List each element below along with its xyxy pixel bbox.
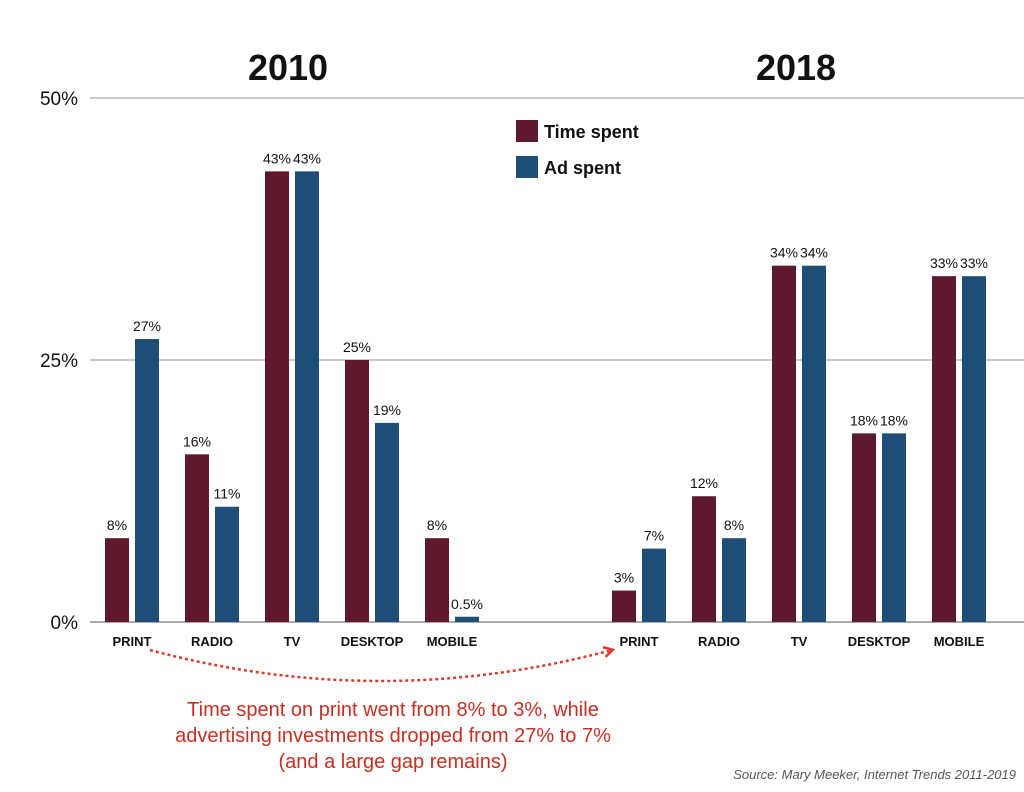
data-label: 18% — [850, 412, 878, 428]
data-label: 43% — [293, 150, 321, 166]
annotation-line-1: Time spent on print went from 8% to 3%, … — [187, 699, 599, 721]
data-label: 8% — [107, 517, 127, 533]
bar-2010-desktop-time-spent — [345, 360, 369, 622]
bar-2018-tv-time-spent — [772, 265, 796, 622]
legend-label: Time spent — [544, 122, 639, 142]
bar-2010-radio-ad-spent — [215, 506, 239, 622]
y-axis-ticks: 0% 25% 50% — [40, 89, 78, 634]
data-label: 7% — [644, 528, 664, 544]
category-label: RADIO — [698, 634, 740, 649]
category-label: DESKTOP — [848, 634, 911, 649]
data-label: 12% — [690, 475, 718, 491]
bars — [105, 171, 986, 623]
bar-2010-print-ad-spent — [135, 339, 159, 622]
data-label: 19% — [373, 402, 401, 418]
y-tick-label: 25% — [40, 351, 78, 372]
bar-2018-mobile-ad-spent — [962, 276, 986, 622]
bar-2018-mobile-time-spent — [932, 276, 956, 622]
data-label: 33% — [960, 255, 988, 271]
legend: Time spent Ad spent — [516, 120, 639, 178]
data-label: 0.5% — [451, 596, 483, 612]
bar-2010-radio-time-spent — [185, 454, 209, 622]
bar-2018-print-time-spent — [612, 590, 636, 622]
y-tick-label: 0% — [51, 613, 79, 634]
category-label: TV — [791, 634, 808, 649]
data-label: 3% — [614, 570, 634, 586]
category-label: DESKTOP — [341, 634, 404, 649]
bar-2010-mobile-ad-spent — [455, 616, 479, 622]
data-label: 25% — [343, 339, 371, 355]
category-label: MOBILE — [934, 634, 985, 649]
bar-2010-tv-time-spent — [265, 171, 289, 623]
data-label: 8% — [724, 517, 744, 533]
category-labels: PRINT RADIO TV DESKTOP MOBILE PRINT RADIO TV DES… — [113, 634, 985, 649]
data-label: 43% — [263, 150, 291, 166]
bar-2010-mobile-time-spent — [425, 538, 449, 622]
data-label: 8% — [427, 517, 447, 533]
data-label: 34% — [770, 245, 798, 261]
data-label: 16% — [183, 433, 211, 449]
bar-2010-tv-ad-spent — [295, 171, 319, 623]
data-label: 27% — [133, 318, 161, 334]
source-note: Source: Mary Meeker, Internet Trends 201… — [733, 767, 1016, 782]
data-label: 33% — [930, 255, 958, 271]
group-title: 2018 — [756, 47, 836, 88]
bar-2018-desktop-ad-spent — [882, 433, 906, 622]
legend-swatch-time-spent — [516, 120, 538, 142]
category-label: TV — [284, 634, 301, 649]
category-label: RADIO — [191, 634, 233, 649]
bar-2018-radio-time-spent — [692, 496, 716, 622]
category-label: MOBILE — [427, 634, 478, 649]
bar-2018-print-ad-spent — [642, 548, 666, 622]
data-label: 18% — [880, 412, 908, 428]
data-label: 11% — [214, 486, 241, 502]
category-label: PRINT — [620, 634, 659, 649]
annotation-line-3: (and a large gap remains) — [278, 751, 507, 773]
data-labels: 8% 27% 16% 11% 43% 43% 25% 19% 8% 0.5% 3% 7% 12% 8% 34… — [107, 150, 988, 611]
bar-2018-desktop-time-spent — [852, 433, 876, 622]
legend-swatch-ad-spent — [516, 156, 538, 178]
data-label: 34% — [800, 245, 828, 261]
group-title: 2010 — [248, 47, 328, 88]
bar-2018-tv-ad-spent — [802, 265, 826, 622]
bar-2010-desktop-ad-spent — [375, 422, 399, 622]
y-tick-label: 50% — [40, 89, 78, 110]
bar-2018-radio-ad-spent — [722, 538, 746, 622]
group-titles: 2010 2018 — [248, 47, 836, 88]
print-arrow — [149, 650, 612, 683]
annotation-line-2: advertising investments dropped from 27%… — [175, 725, 611, 747]
bar-2010-print-time-spent — [105, 538, 129, 622]
category-label: PRINT — [113, 634, 152, 649]
legend-label: Ad spent — [544, 158, 621, 178]
